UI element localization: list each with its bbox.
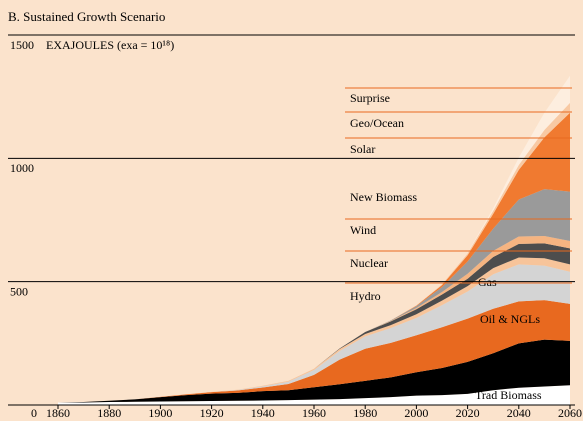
x-tick-label: 2000 [404, 406, 428, 420]
area [58, 300, 570, 403]
chart-title: B. Sustained Growth Scenario [8, 9, 165, 24]
area [58, 189, 570, 403]
area [58, 112, 570, 403]
series-label: Solar [350, 142, 375, 156]
series-label: New Biomass [350, 190, 417, 204]
y-tick-label: 1000 [10, 161, 34, 175]
series-label: Trad Biomass [475, 388, 542, 402]
x-tick-label: 1880 [97, 406, 121, 420]
series-label: Geo/Ocean [350, 116, 404, 130]
x-tick-label: 1920 [200, 406, 224, 420]
series-label: Nuclear [350, 256, 388, 270]
area [58, 339, 570, 403]
area [58, 264, 570, 403]
series-label: Gas [478, 275, 497, 289]
x-tick-label: 1960 [302, 406, 326, 420]
x-tick-label: 2020 [456, 406, 480, 420]
y-axis-label: EXAJOULES (exa = 10¹⁸) [46, 38, 174, 52]
x-tick-label: 1900 [148, 406, 172, 420]
series-label: Wind [350, 223, 376, 237]
series-label: Coal [478, 358, 501, 372]
areas [58, 75, 570, 405]
series-label: Surprise [350, 91, 390, 105]
x-tick-label: 2060 [558, 406, 582, 420]
y-tick-label: 1500 [10, 38, 34, 52]
y-tick-label: 500 [10, 284, 28, 298]
series-label: Hydro [350, 289, 381, 303]
x-tick-label: 1940 [251, 406, 275, 420]
x-tick-label: 2040 [507, 406, 531, 420]
area [58, 385, 570, 405]
series-label: Oil & NGLs [480, 312, 540, 326]
x-tick-label: 1860 [46, 406, 70, 420]
x-tick-label: 1980 [353, 406, 377, 420]
y-tick-label: 0 [31, 406, 37, 420]
